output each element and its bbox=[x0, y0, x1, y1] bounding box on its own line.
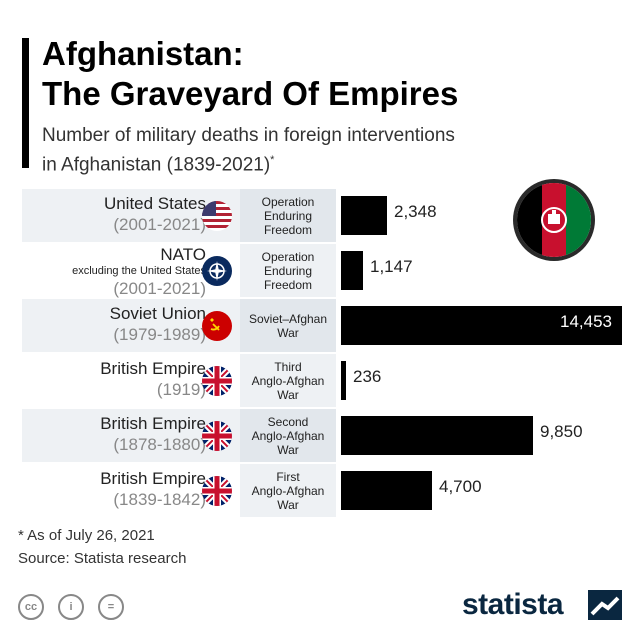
country-label: British Empire (1878-1880) bbox=[100, 414, 206, 455]
country-name: British Empire bbox=[100, 469, 206, 488]
operation-line: Second bbox=[267, 414, 309, 429]
operation-label: Operation Enduring Freedom bbox=[240, 244, 336, 297]
bar-value-label: 14,453 bbox=[560, 312, 612, 331]
country-name: United States bbox=[103, 194, 206, 213]
country-label: British Empire (1919) bbox=[100, 359, 206, 400]
operation-line: Third bbox=[274, 359, 302, 374]
operation-line: Soviet–Afghan bbox=[248, 311, 328, 326]
chart-rows: United States (2001-2021) Operation Endurin… bbox=[22, 189, 622, 519]
operation-line: Anglo-Afghan bbox=[251, 373, 325, 388]
subtitle-footnote-mark: * bbox=[270, 154, 275, 166]
operation-line: Anglo-Afghan bbox=[251, 428, 325, 443]
bar-value-label: 4,700 bbox=[439, 477, 482, 496]
country-name: Soviet Union bbox=[109, 304, 206, 323]
operation-label: Second Anglo-Afghan War bbox=[240, 409, 336, 462]
operation-line: Anglo-Afghan bbox=[251, 483, 325, 498]
page-subtitle: Number of military deaths in foreign int… bbox=[42, 124, 455, 177]
bar bbox=[341, 306, 622, 345]
uk-flag-icon bbox=[202, 421, 232, 451]
title-accent-bar bbox=[22, 38, 29, 168]
page-title: Afghanistan: The Graveyard Of Empires bbox=[42, 34, 458, 114]
chart-row: British Empire (1919) Third Anglo-Afghan War… bbox=[22, 354, 622, 407]
chart-row: NATO excluding the United States (2001-202… bbox=[22, 244, 622, 299]
country-label: Soviet Union (1979-1989) bbox=[110, 304, 206, 345]
operation-label: Operation Enduring Freedom bbox=[240, 189, 336, 242]
country-label: United States (2001-2021) bbox=[104, 194, 206, 235]
operation-label: Soviet–Afghan War bbox=[240, 299, 336, 352]
operation-line: War bbox=[277, 387, 299, 402]
operation-line: War bbox=[277, 497, 299, 512]
bar bbox=[341, 251, 363, 290]
country-years: (2001-2021) bbox=[113, 215, 206, 234]
country-years: (1919) bbox=[156, 380, 206, 399]
subtitle-line-2: in Afghanistan (1839-2021) bbox=[42, 154, 271, 176]
bar-value-label: 236 bbox=[353, 367, 382, 386]
uk-flag-icon bbox=[202, 476, 232, 506]
country-sub: excluding the United States bbox=[72, 265, 206, 277]
operation-line: War bbox=[277, 325, 299, 340]
statista-logo[interactable]: statista bbox=[462, 588, 564, 621]
country-years: (1979-1989) bbox=[113, 325, 206, 344]
operation-line: Enduring bbox=[263, 263, 313, 278]
operation-line: First bbox=[276, 469, 300, 484]
attribution-icon[interactable]: i bbox=[58, 594, 84, 620]
nato-flag-icon bbox=[202, 256, 232, 286]
bar bbox=[341, 416, 533, 455]
statista-logo-mark-icon bbox=[588, 590, 622, 620]
ussr-flag-icon bbox=[202, 311, 232, 341]
chart-row: Soviet Union (1979-1989) Soviet–Afghan War 1… bbox=[22, 299, 622, 352]
cc-icon[interactable]: cc bbox=[18, 594, 44, 620]
country-name: British Empire bbox=[100, 359, 206, 378]
title-line-2: The Graveyard Of Empires bbox=[42, 75, 459, 112]
country-name: British Empire bbox=[100, 414, 206, 433]
country-years: (2001-2021) bbox=[113, 279, 206, 298]
operation-label: Third Anglo-Afghan War bbox=[240, 354, 336, 407]
operation-line: Operation bbox=[261, 194, 315, 209]
country-years: (1839-1842) bbox=[113, 490, 206, 509]
bar bbox=[341, 196, 387, 235]
us-flag-icon bbox=[202, 201, 232, 231]
country-label: British Empire (1839-1842) bbox=[100, 469, 206, 510]
country-name: NATO bbox=[160, 245, 206, 264]
operation-line: Freedom bbox=[263, 277, 312, 292]
uk-flag-icon bbox=[202, 366, 232, 396]
chart-row: United States (2001-2021) Operation Endurin… bbox=[22, 189, 622, 242]
country-label: NATO excluding the United States (2001-202… bbox=[72, 245, 206, 299]
source-note: Source: Statista research bbox=[18, 550, 187, 567]
operation-line: War bbox=[277, 442, 299, 457]
bar-value-label: 1,147 bbox=[370, 257, 413, 276]
subtitle-line-1: Number of military deaths in foreign int… bbox=[42, 125, 455, 146]
operation-line: Enduring bbox=[263, 208, 313, 223]
title-line-1: Afghanistan: bbox=[42, 35, 244, 72]
operation-line: Operation bbox=[261, 249, 315, 264]
chart-row: British Empire (1878-1880) Second Anglo-Afg… bbox=[22, 409, 622, 462]
operation-label: First Anglo-Afghan War bbox=[240, 464, 336, 517]
bar-value-label: 2,348 bbox=[394, 202, 437, 221]
operation-line: Freedom bbox=[263, 222, 312, 237]
bar bbox=[341, 361, 346, 400]
bar bbox=[341, 471, 432, 510]
footnote: * As of July 26, 2021 bbox=[18, 527, 155, 544]
country-years: (1878-1880) bbox=[113, 435, 206, 454]
no-derivatives-icon[interactable]: = bbox=[98, 594, 124, 620]
chart-row: British Empire (1839-1842) First Anglo-Afgh… bbox=[22, 464, 622, 517]
bar-value-label: 9,850 bbox=[540, 422, 583, 441]
